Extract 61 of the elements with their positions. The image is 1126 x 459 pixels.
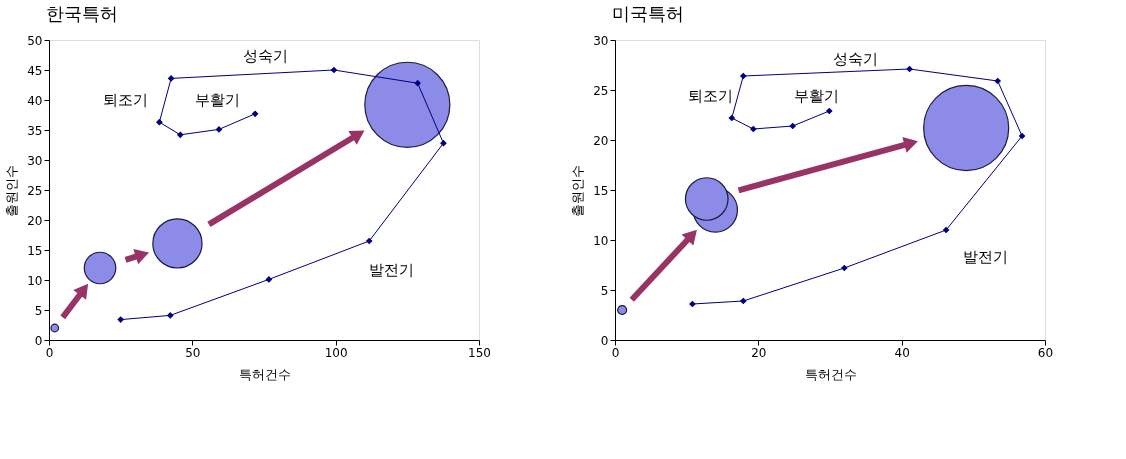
annotation: 부활기 [793,87,839,106]
point [156,118,163,126]
annotation: 퇴조기 [102,91,148,109]
point [414,79,422,87]
point [251,110,259,118]
y-tick-label: 30 [593,33,609,48]
x-axis-title: 특허건수 [804,366,857,382]
y-tick-label: 0 [34,333,43,348]
x-tick-label: 150 [468,345,491,360]
y-tick-label: 50 [27,33,43,48]
y-axis-title: 출원인수 [4,164,20,217]
point [176,131,184,139]
y-tick-label: 20 [593,133,609,148]
y-tick-label: 20 [27,213,43,228]
chart-title: 미국특허 [611,3,684,24]
point [330,66,338,74]
chart-title: 한국특허 [45,3,118,24]
annotation: 성숙기 [833,49,879,68]
y-tick-label: 35 [27,123,43,138]
x-tick-label: 40 [894,345,910,360]
x-tick-label: 60 [1037,345,1054,360]
point [728,114,736,122]
y-tick-label: 15 [593,183,609,198]
y-tick-label: 25 [27,183,43,198]
point [365,237,373,245]
y-tick-label: 45 [27,63,43,78]
y-tick-label: 10 [593,233,609,248]
y-tick-label: 5 [600,283,609,298]
point [942,226,950,234]
y-tick-label: 15 [27,243,43,258]
x-tick-label: 100 [324,345,348,360]
point [166,312,174,319]
y-tick-label: 25 [593,83,609,98]
y-tick-label: 30 [27,153,43,168]
y-tick-label: 40 [27,93,43,108]
point [167,75,175,82]
x-tick-label: 20 [751,345,767,360]
annotation: 발전기 [963,247,1009,266]
y-axis-title: 출원인수 [570,164,586,217]
point [840,264,848,272]
y-tick-label: 5 [34,303,43,318]
y-tick-label: 0 [600,333,609,348]
point [739,72,747,80]
x-axis-title: 특허건수 [238,366,291,382]
point [825,107,833,115]
point [1018,132,1026,140]
point [265,276,273,283]
point [739,297,747,305]
annotation: 성숙기 [242,46,288,65]
annotation: 발전기 [369,261,415,280]
annotation: 부활기 [194,91,240,109]
point [789,122,797,130]
x-tick-label: 0 [611,345,620,360]
point [749,125,757,133]
annotation: 퇴조기 [687,87,733,106]
point [440,139,447,147]
point [994,77,1002,85]
x-tick-label: 0 [45,345,54,360]
point [117,316,125,323]
y-tick-label: 10 [27,273,43,288]
x-tick-label: 50 [185,345,201,360]
